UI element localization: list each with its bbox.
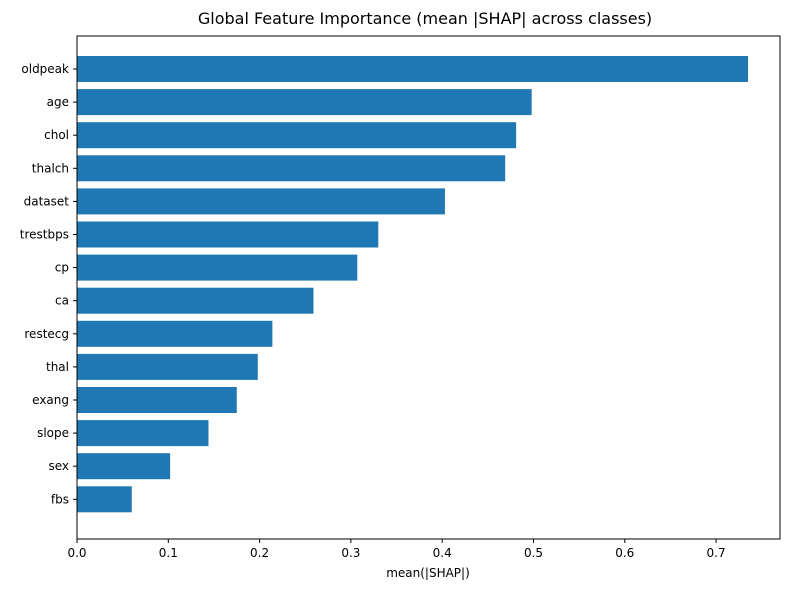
x-tick-label: 0.2: [250, 546, 269, 560]
bar-sex: [77, 453, 171, 480]
y-tick-label: chol: [44, 128, 69, 142]
y-tick-label: ca: [55, 294, 69, 308]
x-axis-label: mean(|SHAP|): [386, 566, 470, 580]
x-tick-label: 0.0: [67, 546, 86, 560]
bar-thal: [77, 353, 258, 380]
y-tick-label: restecg: [24, 327, 69, 341]
bar-age: [77, 89, 532, 116]
bar-ca: [77, 287, 314, 314]
y-tick-label: thal: [46, 360, 69, 374]
y-tick-label: sex: [48, 459, 69, 473]
bar-oldpeak: [77, 56, 749, 82]
y-tick-label: fbs: [51, 492, 69, 506]
bars-group: [77, 56, 749, 513]
x-tick-label: 0.4: [433, 546, 452, 560]
bar-restecg: [77, 320, 273, 347]
x-tick-label: 0.7: [707, 546, 726, 560]
bar-exang: [77, 387, 237, 413]
bar-slope: [77, 420, 209, 447]
bar-chol: [77, 122, 517, 149]
y-tick-label: age: [47, 95, 69, 109]
y-tick-label: exang: [32, 393, 69, 407]
y-tick-label: oldpeak: [21, 62, 69, 76]
x-tick-label: 0.5: [524, 546, 543, 560]
bar-trestbps: [77, 221, 379, 248]
bar-cp: [77, 254, 358, 281]
bar-fbs: [77, 486, 132, 513]
x-tick-label: 0.1: [159, 546, 178, 560]
x-tick-label: 0.6: [615, 546, 634, 560]
bar-dataset: [77, 188, 445, 215]
bar-thalch: [77, 155, 506, 182]
plot-frame: [76, 35, 781, 540]
y-tick-label: trestbps: [20, 228, 69, 242]
y-tick-label: cp: [55, 261, 69, 275]
y-tick-label: thalch: [32, 161, 69, 175]
y-tick-label: slope: [37, 426, 69, 440]
chart-title: Global Feature Importance (mean |SHAP| a…: [198, 9, 652, 28]
x-tick-label: 0.3: [341, 546, 360, 560]
x-axis-ticks: 0.0 0.1 0.2 0.3 0.4 0.5 0.6 0.7: [67, 539, 726, 560]
y-axis-ticks: oldpeak age chol thalch dataset trestbps cp ca r…: [20, 62, 77, 506]
y-tick-label: dataset: [24, 194, 70, 208]
